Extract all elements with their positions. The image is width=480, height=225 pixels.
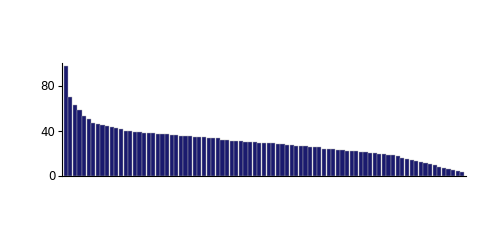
Bar — [276, 144, 280, 176]
Bar — [86, 119, 91, 176]
Bar — [354, 151, 359, 176]
Bar — [359, 152, 363, 176]
Bar — [386, 155, 391, 176]
Bar — [363, 152, 368, 176]
Bar — [336, 150, 340, 176]
Bar — [446, 169, 451, 176]
Bar — [160, 134, 165, 176]
Bar — [133, 132, 137, 176]
Bar — [317, 147, 322, 176]
Bar — [179, 136, 183, 176]
Bar — [308, 147, 312, 176]
Bar — [183, 136, 188, 176]
Bar — [340, 150, 345, 176]
Bar — [202, 137, 206, 176]
Bar — [437, 166, 442, 176]
Bar — [128, 130, 132, 176]
Bar — [188, 136, 192, 176]
Bar — [105, 126, 109, 176]
Bar — [442, 168, 446, 176]
Bar — [372, 153, 377, 176]
Bar — [405, 159, 409, 176]
Bar — [414, 161, 418, 176]
Bar — [156, 134, 160, 176]
Bar — [396, 156, 400, 176]
Bar — [151, 133, 156, 176]
Bar — [266, 143, 271, 176]
Bar — [220, 140, 225, 176]
Bar — [100, 125, 105, 176]
Bar — [432, 165, 437, 176]
Bar — [419, 162, 423, 176]
Bar — [142, 133, 146, 176]
Bar — [137, 132, 142, 176]
Bar — [123, 130, 128, 176]
Bar — [248, 142, 252, 176]
Bar — [91, 123, 96, 176]
Bar — [211, 138, 216, 176]
Bar — [96, 124, 100, 176]
Bar — [331, 148, 335, 176]
Bar — [262, 143, 266, 176]
Bar — [114, 128, 119, 176]
Bar — [409, 160, 414, 176]
Bar — [169, 135, 174, 176]
Bar — [303, 146, 308, 176]
Bar — [63, 66, 68, 176]
Bar — [377, 154, 382, 176]
Bar — [225, 140, 229, 176]
Bar — [299, 146, 303, 176]
Bar — [110, 127, 114, 176]
Bar — [206, 138, 211, 176]
Bar — [382, 154, 386, 176]
Bar — [391, 155, 395, 176]
Bar — [229, 141, 234, 176]
Bar — [243, 142, 248, 176]
Bar — [456, 171, 460, 176]
Bar — [326, 148, 331, 176]
Bar — [400, 158, 405, 176]
Bar — [423, 163, 428, 176]
Bar — [349, 151, 354, 176]
Bar — [280, 144, 285, 176]
Bar — [73, 105, 77, 176]
Bar — [165, 134, 169, 176]
Bar — [312, 147, 317, 176]
Bar — [294, 146, 299, 176]
Bar — [234, 141, 239, 176]
Bar — [289, 145, 294, 176]
Bar — [197, 137, 202, 176]
Bar — [368, 153, 372, 176]
Bar — [428, 164, 432, 176]
Bar — [239, 141, 243, 176]
Bar — [174, 135, 179, 176]
Bar — [68, 97, 72, 176]
Bar — [119, 129, 123, 176]
Bar — [146, 133, 151, 176]
Bar — [322, 148, 326, 176]
Bar — [257, 143, 262, 176]
Bar — [216, 138, 220, 176]
Bar — [285, 145, 289, 176]
Bar — [345, 151, 349, 176]
Bar — [82, 116, 86, 176]
Bar — [193, 137, 197, 176]
Bar — [77, 110, 82, 176]
Bar — [252, 142, 257, 176]
Bar — [460, 172, 465, 176]
Bar — [451, 170, 455, 176]
Bar — [271, 143, 276, 176]
